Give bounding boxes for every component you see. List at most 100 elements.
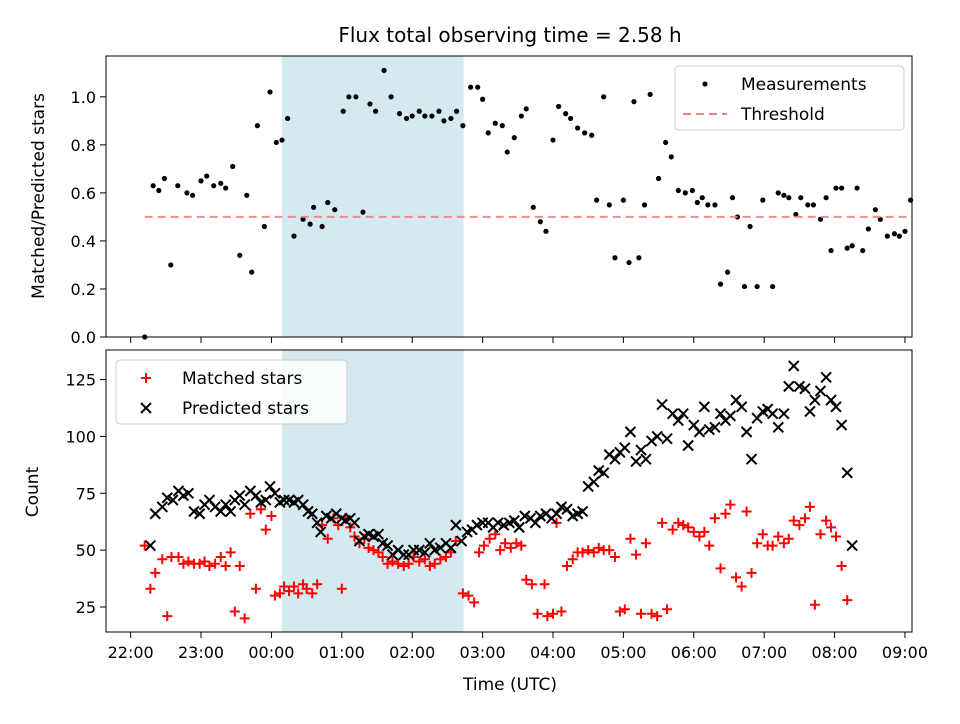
bottom-legend-box <box>115 359 348 425</box>
measurements-point <box>267 89 273 95</box>
predicted-stars-point <box>799 382 811 395</box>
matched-stars-point <box>204 561 215 572</box>
measurements-point <box>747 223 753 230</box>
predicted-stars-point <box>297 498 309 511</box>
predicted-stars-point <box>619 442 631 454</box>
matched-stars-point <box>704 540 715 551</box>
measurements-point <box>717 281 724 287</box>
measurements-point <box>485 130 491 136</box>
measurements-point <box>254 123 260 129</box>
matched-stars-point <box>794 520 805 531</box>
matched-stars-point <box>220 561 231 572</box>
matched-stars-point <box>773 531 784 542</box>
predicted-stars-point <box>766 407 779 420</box>
measurements-point <box>367 101 373 107</box>
matched-stars-point <box>424 561 435 572</box>
measurements-point <box>448 115 454 122</box>
measurements-point <box>340 108 346 114</box>
predicted-stars-point <box>745 453 758 465</box>
matched-stars-point <box>631 549 642 560</box>
xtick-label: 23:00 <box>178 643 224 662</box>
measurements-point <box>550 137 556 143</box>
measurements-point <box>675 187 681 194</box>
predicted-stars-point <box>419 546 431 559</box>
predicted-stars-point <box>640 453 652 465</box>
matched-stars-point <box>752 538 763 549</box>
measurements-point <box>810 202 817 208</box>
matched-stars-point <box>403 558 414 569</box>
xtick-label: 05:00 <box>600 643 646 662</box>
matched-stars-point <box>588 547 599 558</box>
measurements-point <box>543 228 549 234</box>
predicted-stars-point <box>783 380 795 393</box>
measurements-point <box>828 247 834 254</box>
matched-stars-point <box>284 586 295 597</box>
top-ytick-label: 0.8 <box>71 136 96 155</box>
predicted-stars-point <box>820 371 832 383</box>
xtick-label: 08:00 <box>812 643 858 662</box>
matched-stars-point <box>210 558 221 569</box>
matched-stars-point <box>215 551 226 562</box>
predicted-stars-point <box>841 467 853 479</box>
top-ytick-label: 0.4 <box>71 232 96 251</box>
measurements-point <box>511 135 517 141</box>
matched-stars-point <box>250 583 261 594</box>
measurements-point <box>396 111 403 117</box>
measurements-point <box>422 113 428 119</box>
measurements-point <box>872 207 878 213</box>
top-ytick-label: 0.2 <box>71 280 96 299</box>
predicted-stars-point <box>348 517 361 529</box>
matched-stars-point <box>229 606 240 617</box>
measurements-point <box>699 195 705 201</box>
measurements-point <box>606 202 612 208</box>
measurements-point <box>204 173 210 179</box>
measurements-point <box>865 226 871 232</box>
measurements-point <box>641 202 648 208</box>
measurements-point <box>230 163 236 170</box>
predicted-stars-point <box>306 508 318 520</box>
xtick-label: 03:00 <box>460 643 506 662</box>
measurements-point <box>741 283 748 290</box>
measurements-point <box>712 202 718 208</box>
matched-stars-point <box>609 551 620 562</box>
measurements-point <box>705 202 711 208</box>
predicted-stars-point <box>709 421 721 434</box>
predicted-stars-point <box>182 487 195 499</box>
matched-stars-point <box>746 567 757 578</box>
matched-stars-point <box>393 558 404 569</box>
matched-stars-point <box>731 572 742 583</box>
matched-stars-point <box>767 540 778 551</box>
predicted-stars-point <box>788 360 800 372</box>
measurements-point <box>189 192 196 198</box>
measurements-point <box>839 185 845 191</box>
measurements-point <box>175 183 181 189</box>
predicted-stars-point <box>513 521 525 534</box>
predicted-stars-legend-label: Predicted stars <box>182 399 309 419</box>
matched-stars-point <box>652 611 663 622</box>
xtick-label: 02:00 <box>389 643 435 662</box>
measurements-point <box>781 192 787 198</box>
measurements-point <box>273 139 279 146</box>
matched-stars-point <box>435 554 446 565</box>
bottom-panel-frame <box>105 349 913 633</box>
measurements-point <box>902 228 908 234</box>
matched-stars-point <box>532 608 543 619</box>
measurements-point <box>844 245 850 251</box>
measurements-point <box>589 132 595 138</box>
bottom-ylabel: Count <box>23 466 43 517</box>
xtick-label: 06:00 <box>671 643 717 662</box>
predicted-stars-point <box>677 407 689 420</box>
measurements-point <box>805 202 811 208</box>
xtick-label: 00:00 <box>248 643 294 662</box>
predicted-stars-point <box>809 394 821 406</box>
matched-stars-point <box>516 540 527 551</box>
measurements-point <box>601 94 607 100</box>
predicted-stars-point <box>260 494 272 506</box>
measurements-point <box>504 149 510 155</box>
measurements-point <box>237 252 243 258</box>
measurements-point <box>631 99 637 105</box>
matched-stars-point <box>279 581 290 592</box>
matched-stars-point <box>269 590 280 601</box>
predicted-stars-point <box>656 398 668 411</box>
matched-stars-point <box>387 556 398 567</box>
